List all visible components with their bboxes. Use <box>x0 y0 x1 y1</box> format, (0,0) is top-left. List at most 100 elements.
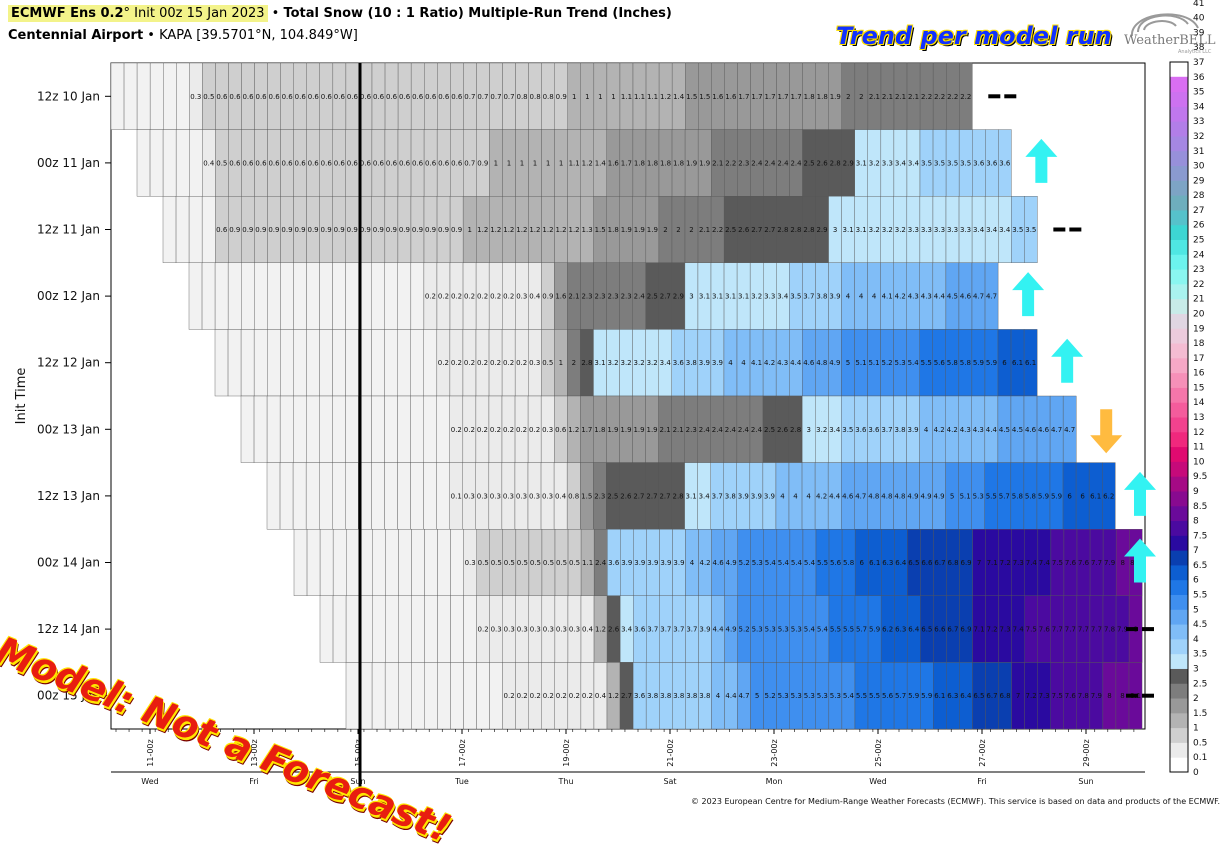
cell-value-label: 3.2 <box>634 359 645 367</box>
cell-value-label: 4.4 <box>986 426 998 434</box>
cell-value-label: 2.6 <box>608 626 620 634</box>
cell-value-label: 2.4 <box>712 426 724 434</box>
colorbar-swatch <box>1170 106 1188 122</box>
cell-value-label: 1.1 <box>569 159 580 167</box>
colorbar-tick-label: 6 <box>1193 576 1199 586</box>
cell-value-label: 7.9 <box>1104 559 1115 567</box>
cell-value-label: 3.4 <box>973 226 985 234</box>
cell-value-label: 0.2 <box>438 359 449 367</box>
cell-value-label: 1.2 <box>569 226 580 234</box>
cell-value-label: 5.8 <box>1012 492 1023 500</box>
cell-value-label: 0.9 <box>542 293 553 301</box>
colorbar-tick-label: 38 <box>1193 43 1205 53</box>
cell-value-label: 0.5 <box>491 559 502 567</box>
cell-value-label: 4.2 <box>895 293 906 301</box>
y-tick-label: 12z 11 Jan <box>37 223 100 237</box>
x-day-label: Thu <box>557 777 573 786</box>
cell-value-label: 7 <box>1016 692 1020 700</box>
colorbar-swatch <box>1170 165 1188 181</box>
cell-value-label: 3.1 <box>699 293 710 301</box>
cell-value-label: 5.5 <box>830 626 841 634</box>
colorbar-tick-label: 39 <box>1193 28 1205 38</box>
cell-value-label: 4.6 <box>803 359 815 367</box>
heatmap-cell <box>332 329 346 397</box>
cell-value-label: 4.9 <box>920 492 931 500</box>
heatmap-cell <box>319 262 333 330</box>
heatmap-cell <box>280 262 294 330</box>
cell-value-label: 4 <box>716 692 721 700</box>
trend-up-arrow-icon <box>1051 338 1084 383</box>
heatmap-cell <box>424 529 438 597</box>
trend-flat-dash-icon <box>1142 627 1154 632</box>
cell-value-label: 7.1 <box>987 559 998 567</box>
cell-value-label: 0.3 <box>464 492 475 500</box>
colorbar-tick-label: 22 <box>1193 280 1204 290</box>
trend-flat-dash-icon <box>1126 693 1138 698</box>
cell-value-label: 4.4 <box>725 692 737 700</box>
heatmap-cell <box>306 395 320 463</box>
cell-value-label: 0.6 <box>295 159 307 167</box>
colorbar-tick-label: 1 <box>1193 724 1199 734</box>
cell-value-label: 3.9 <box>673 559 684 567</box>
cell-value-label: 2.2 <box>960 93 971 101</box>
cell-value-label: 3.1 <box>738 293 749 301</box>
x-day-label: Wed <box>141 777 158 786</box>
colorbar-tick-label: 23 <box>1193 265 1204 275</box>
cell-value-label: 4.2 <box>764 359 775 367</box>
cell-value-label: 2.1 <box>699 226 710 234</box>
cell-value-label: 6.1 <box>869 559 880 567</box>
cell-value-label: 6.8 <box>947 559 958 567</box>
colorbar-tick-label: 18 <box>1193 339 1205 349</box>
cell-value-label: 0.6 <box>216 226 228 234</box>
cell-value-label: 0.3 <box>517 626 528 634</box>
heatmap-cell <box>227 329 242 397</box>
cell-value-label: 1.2 <box>568 426 579 434</box>
cell-value-label: 3.9 <box>621 559 632 567</box>
cell-value-label: 0.3 <box>465 559 476 567</box>
colorbar-swatch <box>1170 668 1188 684</box>
cell-value-label: 2.1 <box>895 93 906 101</box>
cell-value-label: 2.5 <box>607 492 618 500</box>
heatmap-cell <box>149 62 164 130</box>
cell-value-label: 3.8 <box>699 692 710 700</box>
colorbar-tick-label: 12 <box>1193 428 1204 438</box>
x-day-label: Sun <box>1078 777 1093 786</box>
cell-value-label: 1.2 <box>608 692 619 700</box>
cell-value-label: 1.4 <box>673 93 685 101</box>
cell-value-label: 1.9 <box>830 93 841 101</box>
heatmap-cell <box>411 529 425 597</box>
cell-value-label: 4.6 <box>1025 426 1037 434</box>
cell-value-label: 3.9 <box>829 293 840 301</box>
cell-value-label: 2.3 <box>594 492 605 500</box>
cell-value-label: 5.3 <box>895 359 906 367</box>
cell-value-label: 2.7 <box>646 492 657 500</box>
cell-value-label: 0.6 <box>334 159 346 167</box>
cell-value-label: 1.1 <box>647 93 658 101</box>
heatmap-cell <box>463 662 477 730</box>
cell-value-label: 7.1 <box>973 626 984 634</box>
cell-value-label: 1 <box>559 359 563 367</box>
cell-value-label: 3.8 <box>686 692 697 700</box>
cell-value-label: 2.4 <box>725 426 737 434</box>
cell-value-label: 3.8 <box>673 692 684 700</box>
heatmap-cell <box>476 662 490 730</box>
cell-value-label: 4.8 <box>816 359 827 367</box>
cell-value-label: 4.7 <box>986 293 997 301</box>
cell-value-label: 2.3 <box>595 293 606 301</box>
cell-value-label: 0.8 <box>517 93 528 101</box>
heatmap-cell <box>175 129 190 197</box>
heatmap-cell <box>240 329 255 397</box>
cell-value-label: 2.6 <box>738 226 750 234</box>
cell-value-label: 3.7 <box>881 426 892 434</box>
colorbar-tick-label: 5 <box>1193 605 1199 615</box>
cell-value-label: 0.7 <box>477 93 488 101</box>
cell-value-label: 0.4 <box>203 159 215 167</box>
heatmap-cell <box>410 262 425 330</box>
cell-value-label: 3.5 <box>842 426 853 434</box>
y-tick-label: 00z 14 Jan <box>37 556 100 570</box>
x-day-label: Fri <box>977 777 987 786</box>
colorbar-swatch <box>1170 742 1188 758</box>
logo-swirl-icon <box>1130 13 1199 37</box>
cell-value-label: 0.6 <box>451 159 463 167</box>
heatmap-cell <box>319 462 333 530</box>
